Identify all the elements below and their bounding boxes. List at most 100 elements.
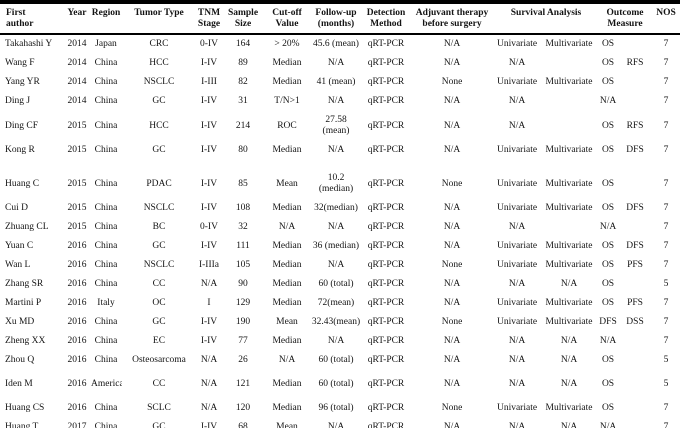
- table-body: Takahashi Y 2014 Japan CRC 0-IV 164 > 20% 45.6 …: [0, 34, 680, 428]
- cell-cutoff: Median: [272, 260, 302, 270]
- cell-sample-size: 129: [235, 298, 251, 308]
- cell-outcome-2: [618, 73, 652, 92]
- cell-multivariate: Multivariate: [545, 298, 593, 308]
- cell-univariate: N/A: [508, 355, 526, 365]
- cell-tnm-stage: I-IV: [200, 145, 218, 155]
- cell-region: China: [94, 203, 118, 213]
- cell-tumor-type: GC: [152, 422, 166, 428]
- cell-detection: qRT-PCR: [367, 145, 405, 155]
- cell-univariate: Univariate: [496, 178, 538, 189]
- cell-multivariate: [540, 111, 598, 141]
- cell-author: Takahashi Y: [5, 39, 53, 49]
- cell-tnm-stage: N/A: [200, 279, 218, 289]
- cell-multivariate: N/A: [560, 279, 578, 289]
- cell-cutoff: Median: [272, 279, 302, 289]
- cell-followup: N/A: [327, 222, 345, 232]
- cell-nos: 5: [663, 379, 669, 389]
- cell-followup: 10.2 (median): [318, 173, 354, 194]
- cell-cutoff: Mean: [276, 317, 298, 327]
- cell-outcome-1: OS: [601, 241, 615, 251]
- col-header-year: Year: [64, 2, 90, 35]
- cell-outcome-1: OS: [601, 279, 615, 289]
- cell-univariate: N/A: [508, 422, 526, 428]
- cell-author: Martini P: [5, 298, 42, 308]
- cell-adjuvant: None: [441, 178, 463, 189]
- col-header-sample-size: Sample Size: [222, 2, 264, 35]
- cell-adjuvant: N/A: [443, 355, 461, 365]
- cell-cutoff: Median: [272, 336, 302, 346]
- cell-outcome-1: OS: [601, 403, 615, 413]
- cell-year: 2016: [67, 298, 87, 308]
- table-row: Iden M 2016 America CC N/A 121 Median 60 (total…: [0, 375, 680, 399]
- cell-outcome-2: [618, 169, 652, 199]
- col-header-adjuvant-therapy: Adjuvant therapy before surgery: [410, 2, 494, 35]
- cell-outcome-2: DFS: [626, 241, 644, 251]
- cell-outcome-2: [618, 218, 652, 237]
- cell-tnm-stage: I-IV: [200, 178, 218, 189]
- cell-nos: 7: [663, 96, 669, 106]
- table-row: Huang C 2015 China PDAC I-IV 85 Mean 10.2 (medi…: [0, 169, 680, 199]
- table-row: Zhuang CL 2015 China BC 0-IV 32 N/A N/A qRT-PCR N…: [0, 218, 680, 237]
- cell-region: Japan: [95, 39, 117, 49]
- table-row: Huang T 2017 China GC I-IV 68 Mean N/A qRT-PCR N/…: [0, 418, 680, 428]
- cell-univariate: Univariate: [496, 241, 538, 251]
- cell-adjuvant: N/A: [443, 241, 461, 251]
- cell-multivariate: Multivariate: [545, 39, 593, 49]
- cell-cutoff: N/A: [278, 222, 296, 232]
- cell-detection: qRT-PCR: [367, 379, 405, 389]
- cell-detection: qRT-PCR: [367, 222, 405, 232]
- cell-cutoff: ROC: [277, 120, 297, 131]
- cell-nos: 7: [663, 403, 669, 413]
- cell-year: 2014: [67, 77, 87, 87]
- cell-year: 2014: [67, 39, 87, 49]
- cell-year: 2016: [67, 336, 87, 346]
- cell-outcome-1: N/A: [599, 336, 617, 346]
- cell-tumor-type: CC: [152, 379, 166, 389]
- cell-detection: qRT-PCR: [367, 203, 405, 213]
- cell-sample-size: 85: [238, 178, 248, 189]
- cell-nos: 7: [663, 39, 669, 49]
- cell-region: China: [94, 260, 118, 270]
- cell-sample-size: 26: [238, 355, 248, 365]
- cell-outcome-2: [618, 275, 652, 294]
- cell-outcome-1: OS: [601, 260, 615, 270]
- cell-multivariate: Multivariate: [545, 317, 593, 327]
- cell-univariate: N/A: [508, 120, 526, 131]
- cell-nos: 7: [663, 260, 669, 270]
- cell-detection: qRT-PCR: [367, 422, 405, 428]
- cell-year: 2015: [67, 222, 87, 232]
- cell-tnm-stage: 0-IV: [200, 222, 218, 232]
- cell-region: China: [94, 77, 118, 87]
- cell-outcome-1: DFS: [599, 317, 617, 327]
- cell-outcome-2: DFS: [626, 145, 644, 155]
- cell-nos: 7: [663, 241, 669, 251]
- cell-outcome-1: OS: [601, 58, 615, 68]
- cell-followup: 41 (mean): [316, 77, 356, 87]
- cell-year: 2016: [67, 379, 87, 389]
- table-row: Zhang SR 2016 China CC N/A 90 Median 60 (total)…: [0, 275, 680, 294]
- cell-tnm-stage: I-III: [201, 77, 217, 87]
- cell-region: China: [94, 336, 118, 346]
- cell-cutoff: Median: [272, 379, 302, 389]
- cell-tnm-stage: N/A: [200, 379, 218, 389]
- cell-cutoff: N/A: [278, 355, 296, 365]
- cell-followup: 96 (total): [318, 403, 354, 413]
- col-header-outcome-measure: Outcome Measure: [598, 2, 653, 35]
- cell-tnm-stage: I-IV: [200, 336, 218, 346]
- cell-outcome-2: DSS: [626, 317, 644, 327]
- cell-followup: N/A: [327, 145, 345, 155]
- cell-nos: 7: [663, 145, 669, 155]
- cell-year: 2016: [67, 355, 87, 365]
- cell-sample-size: 82: [238, 77, 248, 87]
- cell-region: Italy: [97, 298, 115, 308]
- cell-sample-size: 89: [238, 58, 248, 68]
- cell-author: Kong R: [5, 145, 35, 155]
- cell-detection: qRT-PCR: [367, 260, 405, 270]
- cell-detection: qRT-PCR: [367, 120, 405, 131]
- cell-region: China: [94, 58, 118, 68]
- cell-outcome-1: OS: [601, 178, 615, 189]
- cell-author: Cui D: [5, 203, 28, 213]
- cell-author: Huang CS: [5, 403, 45, 413]
- table-row: Huang CS 2016 China SCLC N/A 120 Median 96 (tot…: [0, 399, 680, 418]
- table-row: Wang F 2014 China HCC I-IV 89 Median N/A qRT-PCR…: [0, 54, 680, 73]
